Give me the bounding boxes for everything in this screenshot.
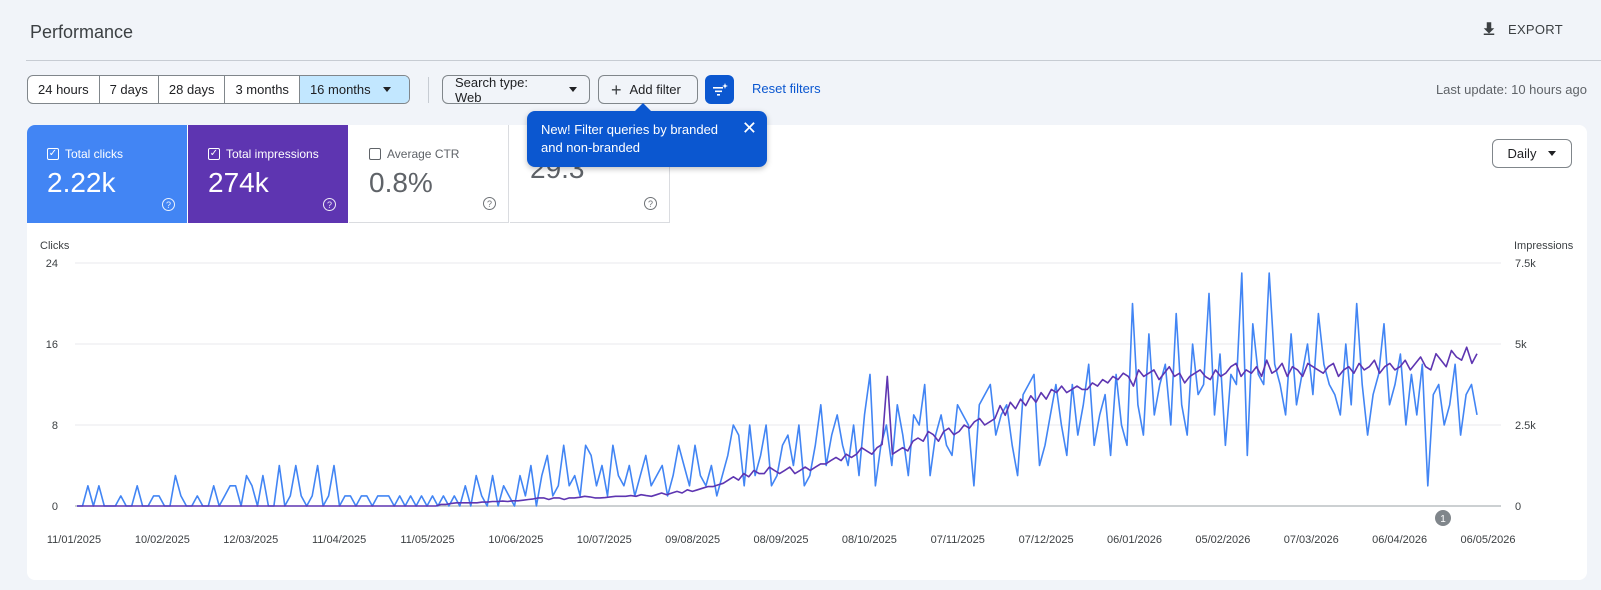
x-tick-label: 10/06/2025 [488, 534, 543, 546]
tooltip-text: New! Filter queries by branded and non-b… [541, 122, 719, 155]
metric-total-clicks[interactable]: ✓ Total clicks 2.22k ? [27, 125, 187, 223]
y-left-tick-label: 16 [46, 339, 58, 351]
toolbar-divider [428, 77, 429, 103]
y-left-tick-label: 8 [52, 420, 58, 432]
search-type-dropdown[interactable]: Search type: Web [442, 74, 590, 105]
x-tick-label: 11/05/2025 [400, 534, 454, 546]
metric-label: Average CTR [387, 147, 460, 161]
y-right-tick-label: 7.5k [1515, 258, 1536, 270]
y-right-axis-title: Impressions [1514, 240, 1574, 252]
x-tick-label: 06/05/2026 [1460, 534, 1515, 546]
filter-sparkle-icon [712, 82, 728, 96]
range-7-days[interactable]: 7 days [100, 76, 159, 103]
range-24-hours[interactable]: 24 hours [28, 76, 100, 103]
x-tick-label: 10/02/2025 [135, 534, 190, 546]
search-type-label: Search type: Web [455, 74, 528, 105]
checkbox-checked-icon[interactable]: ✓ [47, 148, 59, 160]
x-tick-label: 11/01/2025 [47, 534, 101, 546]
add-filter-label: Add filter [629, 82, 681, 97]
x-tick-label: 07/03/2026 [1284, 534, 1339, 546]
metric-value: 274k [208, 167, 269, 198]
y-right-tick-label: 2.5k [1515, 420, 1536, 432]
y-right-tick-label: 5k [1515, 339, 1527, 351]
metric-label: Total impressions [226, 147, 319, 161]
x-tick-label: 07/11/2025 [931, 534, 985, 546]
metric-value: 2.22k [47, 167, 116, 198]
checkbox-unchecked-icon[interactable] [369, 148, 381, 160]
smart-filter-button[interactable] [705, 75, 734, 104]
header-divider [26, 60, 1601, 61]
annotation-marker [1435, 510, 1451, 526]
y-right-tick-label: 0 [1515, 501, 1521, 513]
help-icon[interactable]: ? [323, 198, 336, 211]
metric-average-ctr[interactable]: Average CTR 0.8% ? [349, 125, 509, 223]
download-icon [1483, 22, 1495, 35]
new-feature-tooltip: New! Filter queries by branded and non-b… [527, 103, 767, 167]
plus-icon: + [611, 79, 622, 100]
metric-label: Total clicks [65, 147, 124, 161]
last-update-text: Last update: 10 hours ago [1435, 82, 1587, 97]
close-icon[interactable]: ✕ [741, 118, 757, 138]
y-left-tick-label: 0 [52, 501, 58, 513]
x-tick-label: 06/01/2026 [1107, 534, 1162, 546]
x-tick-label: 10/07/2025 [577, 534, 632, 546]
x-tick-label: 12/03/2025 [223, 534, 278, 546]
metric-total-impressions[interactable]: ✓ Total impressions 274k ? [188, 125, 348, 223]
x-tick-label: 07/12/2025 [1019, 534, 1074, 546]
date-range-selector: 24 hours 7 days 28 days 3 months 16 mont… [27, 75, 410, 104]
x-tick-label: 09/08/2025 [665, 534, 720, 546]
granularity-dropdown[interactable]: Daily [1492, 139, 1572, 168]
help-icon[interactable]: ? [483, 197, 496, 210]
annotation-label: 1 [1440, 514, 1446, 525]
page-title: Performance [30, 22, 134, 42]
x-tick-label: 06/04/2026 [1372, 534, 1427, 546]
help-icon[interactable]: ? [162, 198, 175, 211]
add-filter-button[interactable]: + Add filter [598, 75, 698, 104]
range-16-months-label: 16 months [309, 82, 371, 97]
range-28-days[interactable]: 28 days [159, 76, 226, 103]
x-tick-label: 08/10/2025 [842, 534, 897, 546]
range-3-months[interactable]: 3 months [225, 76, 300, 103]
y-left-tick-label: 24 [46, 258, 58, 270]
x-tick-label: 08/09/2025 [753, 534, 808, 546]
export-button[interactable]: EXPORT [1480, 20, 1563, 38]
reset-filters-link[interactable]: Reset filters [752, 81, 821, 96]
caret-down-icon [1548, 151, 1557, 156]
range-16-months[interactable]: 16 months [299, 76, 409, 103]
help-icon[interactable]: ? [644, 197, 657, 210]
caret-down-icon [382, 87, 391, 92]
x-tick-label: 11/04/2025 [312, 534, 366, 546]
performance-chart: Clicks Impressions 0 0 8 2.5k 16 5k 24 7.5k 11/… [40, 240, 1574, 546]
series-line-clicks [77, 272, 1478, 507]
series-line-impressions [77, 346, 1478, 507]
x-tick-label: 05/02/2026 [1195, 534, 1250, 546]
checkbox-checked-icon[interactable]: ✓ [208, 148, 220, 160]
metric-value: 0.8% [369, 167, 433, 198]
y-left-axis-title: Clicks [40, 240, 70, 252]
granularity-label: Daily [1507, 146, 1537, 161]
export-label: EXPORT [1507, 21, 1563, 37]
caret-down-icon [569, 87, 577, 92]
